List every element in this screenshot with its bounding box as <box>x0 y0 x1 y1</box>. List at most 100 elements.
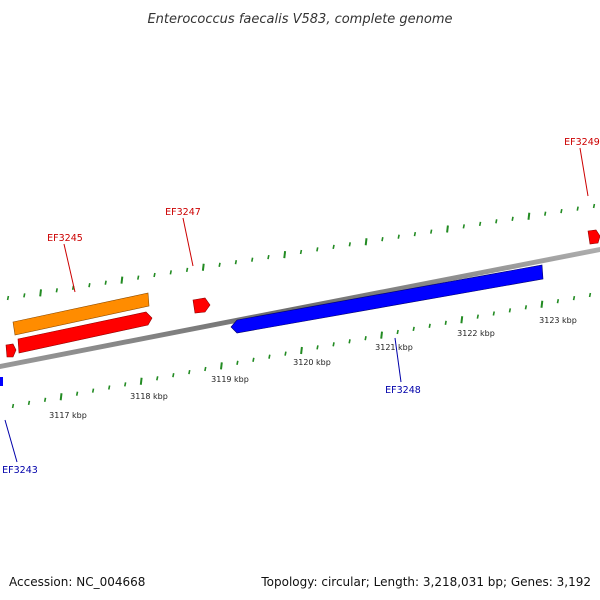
inner-major-tick <box>220 362 223 370</box>
outer-tick-track <box>6 203 596 301</box>
outer-major-tick <box>283 250 287 259</box>
gene-ef3249[interactable] <box>587 229 600 245</box>
tick-label-3117: 3117 kbp <box>49 411 87 420</box>
tick-label-3118: 3118 kbp <box>130 392 168 401</box>
inner-minor-tick <box>332 342 335 347</box>
map-title: Enterococcus faecalis V583, complete gen… <box>147 12 452 27</box>
outer-minor-tick <box>234 260 238 265</box>
inner-minor-tick <box>188 369 191 375</box>
gene-label-ef3248[interactable]: EF3248 <box>385 385 421 396</box>
inner-minor-tick <box>572 295 576 301</box>
inner-minor-tick <box>172 373 175 378</box>
inner-minor-tick <box>284 351 287 356</box>
inner-minor-tick <box>492 311 495 316</box>
inner-minor-tick <box>252 357 255 362</box>
gene-ef3245-cds[interactable] <box>12 292 150 336</box>
inner-minor-tick <box>556 299 560 304</box>
outer-minor-tick <box>478 221 482 227</box>
outer-minor-tick <box>348 242 351 247</box>
outer-minor-tick <box>544 211 547 216</box>
outer-major-tick <box>201 263 205 271</box>
inner-minor-tick <box>75 391 79 396</box>
outer-minor-tick <box>218 262 221 267</box>
outer-major-tick <box>120 276 124 284</box>
outer-minor-tick <box>88 283 91 288</box>
accession-text: Accession: NC_004668 <box>9 575 145 589</box>
outer-major-tick <box>39 289 42 297</box>
inner-tick-track <box>11 292 592 409</box>
inner-major-tick <box>300 346 303 355</box>
inner-minor-tick <box>444 320 447 325</box>
outer-minor-tick <box>153 272 156 278</box>
inner-minor-tick <box>364 336 367 341</box>
inner-minor-tick <box>156 376 159 381</box>
outer-minor-tick <box>332 244 335 250</box>
tick-label-3119: 3119 kbp <box>211 375 249 384</box>
gene-ef3243[interactable] <box>0 377 3 386</box>
leader-ef3243 <box>4 419 18 463</box>
inner-minor-tick <box>11 403 15 409</box>
inner-minor-tick <box>508 308 512 313</box>
gene-label-ef3249[interactable]: EF3249 <box>564 137 600 148</box>
outer-minor-tick <box>299 249 303 255</box>
inner-minor-tick <box>268 354 271 359</box>
inner-major-tick <box>460 316 464 324</box>
leader-ef3245 <box>63 243 76 293</box>
inner-minor-tick <box>588 292 592 298</box>
inner-major-tick <box>380 331 383 339</box>
gene-ef3248[interactable] <box>230 264 544 334</box>
outer-minor-tick <box>169 270 172 275</box>
leader-ef3248 <box>394 337 402 383</box>
leader-ef3247 <box>182 217 194 267</box>
inner-minor-tick <box>428 323 431 328</box>
inner-minor-tick <box>91 388 95 393</box>
outer-minor-tick <box>592 203 596 209</box>
inner-minor-tick <box>316 345 319 350</box>
tick-label-3122: 3122 kbp <box>457 329 495 338</box>
outer-minor-tick <box>397 234 400 239</box>
inner-minor-tick <box>27 400 31 406</box>
outer-major-tick <box>446 225 449 233</box>
outer-minor-tick <box>430 229 433 234</box>
inner-minor-tick <box>412 326 415 332</box>
gene-ef3245[interactable] <box>17 311 153 354</box>
outer-minor-tick <box>55 288 58 293</box>
outer-major-tick <box>364 238 368 246</box>
gene-label-ef3247[interactable]: EF3247 <box>165 207 201 218</box>
outer-minor-tick <box>23 293 26 298</box>
inner-major-tick <box>540 300 544 308</box>
inner-minor-tick <box>348 339 351 344</box>
outer-minor-tick <box>462 224 465 229</box>
tick-label-3123: 3123 kbp <box>539 316 577 325</box>
inner-minor-tick <box>396 329 399 335</box>
outer-minor-tick <box>185 267 189 273</box>
inner-major-tick <box>59 393 63 401</box>
leader-ef3249 <box>579 147 589 197</box>
tick-label-3120: 3120 kbp <box>293 358 331 367</box>
outer-minor-tick <box>381 237 384 242</box>
genome-backbone <box>0 247 600 369</box>
inner-minor-tick <box>236 360 239 365</box>
outer-minor-tick <box>495 219 498 224</box>
outer-minor-tick <box>511 216 514 221</box>
inner-minor-tick <box>43 397 47 402</box>
gene-label-ef3243[interactable]: EF3243 <box>2 465 38 476</box>
outer-minor-tick <box>560 208 563 214</box>
outer-minor-tick <box>137 275 140 280</box>
inner-major-tick <box>139 377 143 385</box>
inner-minor-tick <box>476 314 479 319</box>
outer-minor-tick <box>251 257 254 262</box>
outer-major-tick <box>527 212 531 220</box>
gene-ef3244[interactable] <box>5 343 17 358</box>
outer-minor-tick <box>316 247 319 252</box>
tick-label-3121: 3121 kbp <box>375 343 413 352</box>
gene-label-ef3245[interactable]: EF3245 <box>47 233 83 244</box>
outer-minor-tick <box>104 280 107 285</box>
outer-minor-tick <box>413 231 417 237</box>
gene-ef3247[interactable] <box>192 297 211 314</box>
inner-minor-tick <box>108 385 111 390</box>
outer-minor-tick <box>6 295 10 301</box>
topology-summary-text: Topology: circular; Length: 3,218,031 bp… <box>260 575 591 589</box>
inner-minor-tick <box>124 382 127 387</box>
